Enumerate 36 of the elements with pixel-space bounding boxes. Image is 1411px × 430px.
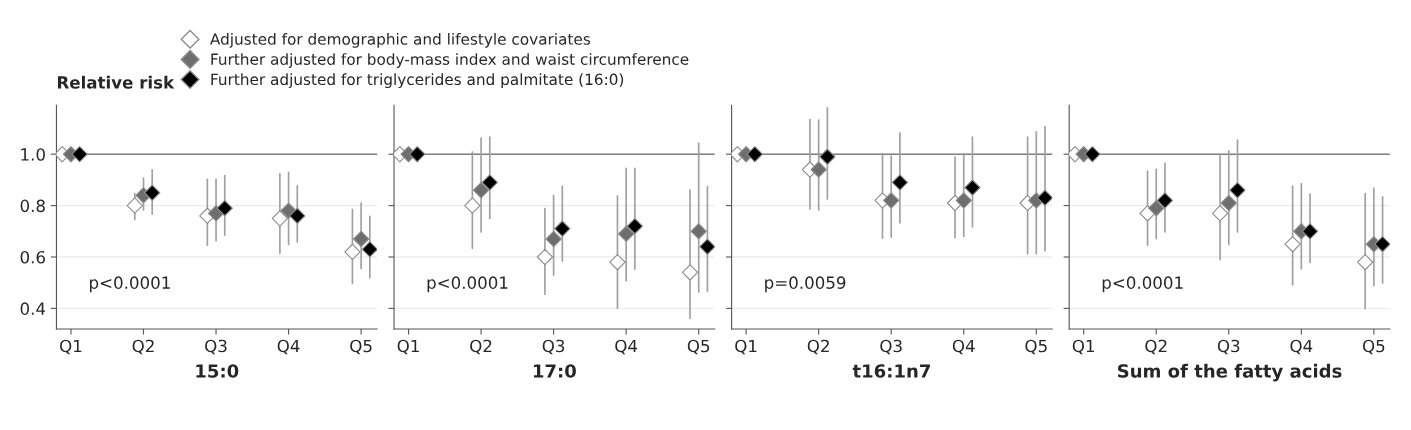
x-tick-label: Q2	[807, 339, 829, 355]
x-tick-label: Q1	[60, 339, 82, 355]
legend-label: Adjusted for demographic and lifestyle covariates	[210, 33, 591, 48]
annotation: p=0.0059	[765, 276, 846, 293]
annotation: p<0.0001	[427, 276, 508, 293]
x-tick-label: Q5	[687, 339, 710, 355]
x-axis-title: 17:0	[533, 364, 576, 378]
y-axis-title: Relative risk	[57, 75, 175, 89]
x-tick-label: Q2	[132, 339, 154, 355]
annotation: p<0.0001	[1102, 276, 1183, 293]
y-tick-label: 0.4	[20, 302, 46, 315]
x-tick-label: Q3	[880, 339, 902, 355]
x-axis-title: t16:1n7	[852, 364, 930, 378]
x-tick-label: Q4	[952, 339, 975, 355]
x-tick-label: Q2	[470, 339, 492, 355]
x-tick-label: Q2	[1145, 339, 1167, 355]
x-tick-label: Q3	[205, 339, 227, 355]
x-tick-label: Q4	[277, 339, 300, 355]
x-tick-label: Q4	[615, 339, 638, 355]
y-tick-label: 0.8	[20, 199, 45, 213]
x-axis-title: 15:0	[196, 364, 239, 378]
legend-label: Further adjusted for body-mass index and waist circumference	[211, 53, 689, 68]
x-tick-label: Q1	[397, 339, 419, 355]
x-tick-label: Q5	[1362, 339, 1385, 355]
legend-label: Further adjusted for triglycerides and palmitate (16:0)	[211, 73, 624, 89]
x-axis-title: Sum of the fatty acids	[1118, 363, 1342, 382]
x-tick-label: Q5	[1025, 339, 1047, 355]
y-tick-label: 0.6	[20, 250, 45, 264]
annotation: p<0.0001	[90, 276, 170, 293]
x-tick-label: Q3	[542, 339, 565, 355]
x-tick-label: Q3	[1217, 339, 1240, 355]
y-tick-label: 1.0	[21, 148, 45, 161]
x-tick-label: Q1	[1072, 339, 1095, 355]
x-tick-label: Q1	[735, 339, 757, 355]
x-tick-label: Q4	[1290, 339, 1313, 355]
x-tick-label: Q5	[350, 339, 372, 355]
